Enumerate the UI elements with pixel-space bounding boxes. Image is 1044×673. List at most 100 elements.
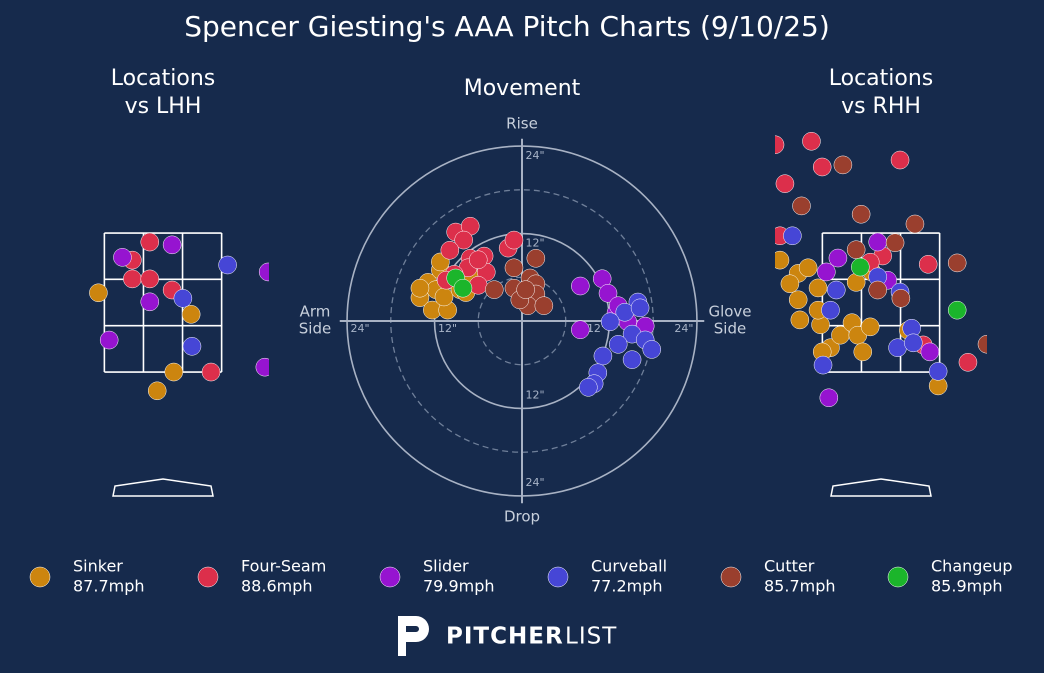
axis-label: Side bbox=[299, 320, 331, 338]
pitch-point bbox=[790, 310, 810, 330]
pitch-point bbox=[571, 276, 590, 296]
panel-title: Locations bbox=[829, 66, 934, 91]
legend-marker bbox=[547, 566, 569, 588]
legend-marker bbox=[379, 566, 401, 588]
pitch-point bbox=[140, 232, 159, 252]
axis-label: Glove bbox=[708, 303, 751, 321]
pitch-point bbox=[162, 235, 182, 255]
axis-label: Side bbox=[714, 320, 746, 338]
legend-label: Cutter bbox=[764, 557, 815, 576]
pitch-point bbox=[534, 296, 554, 315]
home-plate bbox=[830, 478, 932, 497]
pitch-point bbox=[526, 249, 546, 268]
pitch-point bbox=[783, 226, 802, 246]
pitch-point bbox=[516, 280, 535, 299]
logo-icon bbox=[398, 616, 429, 656]
pitch-point bbox=[410, 278, 430, 298]
pitch-point bbox=[469, 276, 488, 295]
legend-velocity: 87.7mph bbox=[73, 577, 145, 596]
pitch-point bbox=[147, 381, 167, 401]
pitch-point bbox=[918, 255, 938, 274]
legend-marker bbox=[887, 566, 909, 588]
points bbox=[89, 232, 269, 401]
legend-velocity: 85.7mph bbox=[764, 577, 836, 596]
pitch-point bbox=[181, 305, 201, 324]
legend-label: Sinker bbox=[73, 557, 123, 576]
pitch-point bbox=[201, 362, 221, 382]
legend-label: Curveball bbox=[591, 557, 667, 576]
pitch-point bbox=[868, 232, 887, 252]
points bbox=[775, 132, 987, 408]
pitch-point bbox=[593, 346, 613, 366]
pitch-point bbox=[255, 357, 269, 377]
logo-text: LIST bbox=[565, 624, 617, 650]
pitch-point bbox=[833, 155, 853, 175]
pitch-point bbox=[123, 269, 142, 289]
pitch-point bbox=[485, 280, 504, 299]
ring-label: 24" bbox=[525, 149, 544, 162]
pitch-point bbox=[140, 269, 159, 289]
legend-velocity: 85.9mph bbox=[931, 577, 1003, 596]
axis-label: Drop bbox=[504, 508, 540, 526]
pitch-point bbox=[164, 362, 184, 382]
pitch-point bbox=[504, 258, 524, 278]
ring-label: 24" bbox=[525, 476, 544, 489]
pitch-point bbox=[608, 335, 628, 354]
panel-title: Movement bbox=[464, 76, 581, 101]
pitch-point bbox=[642, 340, 662, 359]
pitch-point bbox=[904, 333, 923, 353]
legend-label: Slider bbox=[423, 557, 469, 576]
pitch-point bbox=[821, 300, 840, 320]
ring-label: 12" bbox=[525, 388, 544, 401]
pitch-point bbox=[851, 257, 870, 277]
pitch-point bbox=[630, 298, 650, 318]
pitch-point bbox=[920, 342, 940, 362]
pitch-point bbox=[813, 355, 833, 375]
home-plate bbox=[112, 478, 214, 497]
pitch-point bbox=[792, 196, 811, 216]
pitch-point bbox=[182, 337, 202, 356]
legend-marker bbox=[29, 566, 51, 588]
pitch-point bbox=[600, 312, 620, 331]
pitch-point bbox=[851, 204, 871, 224]
pitch-point bbox=[454, 230, 473, 250]
logo-text: PITCHER bbox=[446, 624, 564, 650]
legend-velocity: 79.9mph bbox=[423, 577, 495, 596]
pitch-point bbox=[453, 278, 473, 298]
ring-label: 12" bbox=[587, 322, 606, 335]
pitch-point bbox=[775, 250, 790, 270]
pitch-point bbox=[885, 233, 905, 252]
pitch-point bbox=[89, 283, 108, 303]
pitch-point bbox=[775, 174, 795, 193]
pitch-point bbox=[598, 284, 618, 303]
pitch-point bbox=[828, 248, 848, 268]
legend-marker bbox=[197, 566, 219, 588]
pitch-point bbox=[140, 292, 159, 312]
pitch-point bbox=[928, 362, 948, 381]
pitch-point bbox=[853, 342, 873, 362]
pitch-point bbox=[846, 240, 866, 259]
panel-title: vs RHH bbox=[841, 94, 921, 119]
pitch-point bbox=[99, 330, 119, 350]
pitch-point bbox=[775, 135, 785, 154]
pitch-point bbox=[173, 289, 193, 308]
pitch-point bbox=[258, 262, 269, 282]
pitch-point bbox=[891, 289, 911, 308]
chart-title: Spencer Giesting's AAA Pitch Charts (9/1… bbox=[184, 10, 830, 43]
pitch-point bbox=[819, 388, 839, 408]
ring-label: 24" bbox=[674, 322, 693, 335]
legend-velocity: 88.6mph bbox=[241, 577, 313, 596]
pitch-point bbox=[827, 280, 846, 300]
legend-label: Four-Seam bbox=[241, 557, 326, 576]
legend-label: Changeup bbox=[931, 557, 1013, 576]
pitch-point bbox=[817, 262, 836, 282]
panel-title: vs LHH bbox=[125, 94, 202, 119]
logo: PITCHER LIST bbox=[398, 616, 617, 656]
pitch-point bbox=[780, 274, 800, 294]
pitch-point bbox=[218, 255, 237, 275]
pitch-point bbox=[469, 250, 488, 270]
pitch-point bbox=[947, 253, 967, 273]
pitch-point bbox=[868, 280, 887, 300]
pitch-point bbox=[958, 353, 978, 372]
